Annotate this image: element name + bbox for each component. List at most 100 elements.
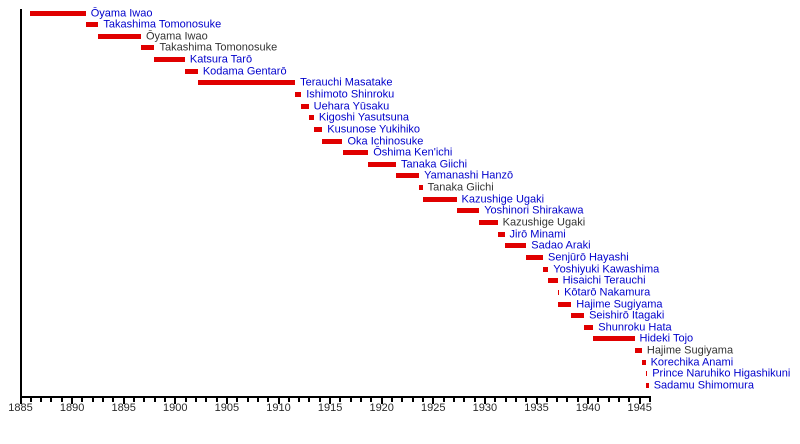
minister-link-label[interactable]: Sadamu Shimomura — [653, 379, 754, 392]
axis-minor-tick — [339, 398, 342, 402]
axis-major-tick — [19, 398, 22, 404]
term-bar — [634, 348, 642, 354]
axis-minor-tick — [401, 398, 404, 402]
axis-major-tick — [638, 398, 641, 404]
axis-minor-tick — [618, 398, 621, 402]
minister-link-label[interactable]: Hideki Tojo — [639, 332, 694, 345]
axis-tick-label: 1910 — [266, 402, 291, 414]
axis-tick-label: 1930 — [472, 402, 498, 414]
axis-major-tick — [483, 398, 486, 404]
axis-minor-tick — [184, 398, 187, 402]
minister-link-label[interactable]: Ishimoto Shinroku — [306, 88, 395, 101]
axis-major-tick — [380, 398, 383, 404]
axis-minor-tick — [556, 398, 559, 402]
axis-minor-tick — [463, 398, 466, 402]
axis-minor-tick — [236, 398, 239, 402]
axis-minor-tick — [112, 398, 115, 402]
term-bar — [646, 382, 649, 388]
x-axis — [20, 396, 651, 398]
minister-link-label[interactable]: Kazushige Ugaki — [461, 193, 545, 206]
axis-minor-tick — [452, 398, 455, 402]
minister-link-label[interactable]: Senjūrō Hayashi — [548, 251, 629, 264]
minister-plain-label: Tanaka Giichi — [427, 181, 494, 194]
minister-link-label[interactable]: Katsura Tarō — [189, 53, 253, 66]
axis-minor-tick — [91, 398, 94, 402]
term-bar — [571, 313, 585, 319]
minister-link-label[interactable]: Prince Naruhiko Higashikuni — [652, 367, 791, 380]
term-bar — [342, 150, 369, 156]
axis-tick-label: 1900 — [163, 402, 188, 414]
axis-major-tick — [174, 398, 177, 404]
minister-link-label[interactable]: Uehara Yūsaku — [313, 100, 390, 113]
axis-minor-tick — [421, 398, 424, 402]
axis-minor-tick — [287, 398, 290, 402]
axis-tick-label: 1915 — [317, 402, 343, 414]
minister-link-label[interactable]: Hisaichi Terauchi — [562, 274, 646, 287]
axis-minor-tick — [318, 398, 321, 402]
axis-minor-tick — [267, 398, 270, 402]
axis-minor-tick — [215, 398, 218, 402]
axis-minor-tick — [442, 398, 445, 402]
axis-major-tick — [122, 398, 125, 404]
term-bar — [456, 208, 480, 214]
term-bar — [557, 289, 560, 295]
axis-tick-label: 1935 — [524, 402, 549, 414]
minister-link-label[interactable]: Korechika Anami — [650, 356, 734, 369]
minister-link-label[interactable]: Oka Ichinosuke — [347, 135, 424, 148]
axis-minor-tick — [50, 398, 53, 402]
minister-link-label[interactable]: Yoshiyuki Kawashima — [553, 263, 660, 276]
axis-minor-tick — [205, 398, 208, 402]
axis-minor-tick — [360, 398, 363, 402]
axis-minor-tick — [607, 398, 610, 402]
term-bar — [301, 103, 309, 109]
minister-plain-label: Ōyama Iwao — [145, 30, 208, 43]
minister-link-label[interactable]: Shunroku Hata — [598, 321, 672, 334]
minister-link-label[interactable]: Yamanashi Hanzō — [424, 169, 514, 182]
minister-link-label[interactable]: Seishirō Itagaki — [589, 309, 665, 322]
term-bar — [98, 33, 141, 39]
minister-link-label[interactable]: Jirō Minami — [509, 228, 566, 241]
term-bar — [548, 278, 558, 284]
axis-minor-tick — [628, 398, 631, 402]
term-bar — [313, 126, 323, 132]
minister-link-label[interactable]: Kigoshi Yasutsuna — [318, 111, 410, 124]
minister-link-label[interactable]: Takashima Tomonosuke — [103, 18, 222, 31]
axis-tick-label: 1925 — [421, 402, 446, 414]
term-bar — [140, 45, 155, 51]
minister-plain-label: Kazushige Ugaki — [502, 216, 586, 229]
term-bar — [154, 57, 185, 63]
axis-tick-label: 1945 — [627, 402, 652, 414]
term-bar — [641, 359, 646, 365]
minister-plain-label: Takashima Tomonosuke — [159, 41, 278, 54]
term-bar — [526, 254, 543, 260]
axis-minor-tick — [597, 398, 600, 402]
axis-tick-label: 1905 — [214, 402, 240, 414]
minister-link-label[interactable]: Terauchi Masatake — [300, 76, 393, 89]
minister-link-label[interactable]: Kodama Gentarō — [202, 65, 287, 78]
minister-link-label[interactable]: Kōtarō Nakamura — [564, 286, 651, 299]
axis-minor-tick — [163, 398, 166, 402]
axis-major-tick — [225, 398, 228, 404]
axis-minor-tick — [576, 398, 579, 402]
minister-link-label[interactable]: Ōshima Ken'ichi — [373, 146, 453, 159]
axis-minor-tick — [349, 398, 352, 402]
minister-link-label[interactable]: Tanaka Giichi — [401, 158, 468, 171]
axis-minor-tick — [504, 398, 507, 402]
axis-minor-tick — [473, 398, 476, 402]
axis-major-tick — [329, 398, 332, 404]
axis-minor-tick — [298, 398, 301, 402]
minister-link-label[interactable]: Sadao Araki — [531, 239, 591, 252]
axis-tick-label: 1885 — [8, 402, 33, 414]
axis-tick-label: 1940 — [575, 402, 601, 414]
minister-link-label[interactable]: Ōyama Iwao — [90, 7, 153, 19]
axis-minor-tick — [246, 398, 249, 402]
minister-link-label[interactable]: Kusunose Yukihiko — [327, 123, 421, 136]
minister-link-label[interactable]: Yoshinori Shirakawa — [484, 204, 584, 217]
term-bar — [543, 266, 549, 272]
minister-link-label[interactable]: Hajime Sugiyama — [576, 298, 663, 310]
axis-minor-tick — [102, 398, 105, 402]
term-bar — [557, 301, 572, 307]
axis-minor-tick — [81, 398, 84, 402]
term-bar — [368, 161, 397, 167]
y-axis — [20, 9, 22, 398]
